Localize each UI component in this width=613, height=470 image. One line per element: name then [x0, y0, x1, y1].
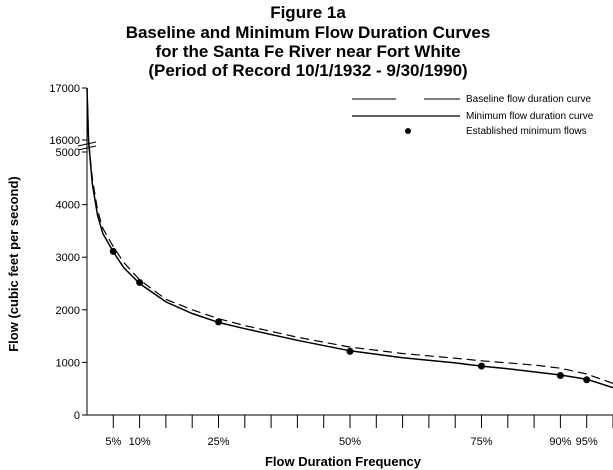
x-tick-label: 25% — [207, 436, 229, 448]
y-axis-label: Flow (cubic feet per second) — [6, 176, 21, 352]
x-axis-label: Flow Duration Frequency — [265, 454, 422, 469]
x-tick-label: 5% — [105, 436, 121, 448]
established-minimum-flow-point — [215, 318, 222, 326]
title-line-1: Figure 1a — [270, 3, 346, 22]
established-minimum-flow-point — [583, 376, 591, 384]
axis-break-mark-lower — [77, 145, 97, 151]
x-tick-label: 90% — [549, 436, 571, 448]
axis-break-mark-upper — [77, 141, 97, 147]
established-minimum-flow-point — [346, 347, 354, 355]
x-tick-label: 75% — [470, 436, 492, 448]
legend-baseline-label: Baseline flow duration curve — [466, 94, 592, 105]
y-tick-label: 1000 — [56, 357, 80, 369]
y-tick-label: 17000 — [49, 83, 80, 95]
x-tick-label: 50% — [339, 436, 361, 448]
axes — [77, 88, 613, 416]
baseline-flow-curve — [86, 87, 613, 384]
x-tick-label: 95% — [576, 436, 598, 448]
series-lines — [86, 87, 613, 389]
established-minimum-flow-point — [478, 362, 485, 370]
y-tick-label: 0 — [74, 410, 80, 422]
y-tick-label: 5000 — [56, 147, 80, 159]
established-minimum-flow-markers — [109, 247, 591, 384]
title-line-2: Baseline and Minimum Flow Duration Curve… — [126, 23, 491, 42]
minimum-flow-curve — [86, 87, 613, 389]
chart-title: Figure 1a Baseline and Minimum Flow Dura… — [126, 3, 491, 80]
legend: Baseline flow duration curve Minimum flo… — [352, 94, 594, 137]
y-tick-label: 2000 — [56, 305, 80, 317]
legend-established-marker — [405, 128, 411, 134]
legend-established-label: Established minimum flows — [466, 126, 587, 137]
title-line-4: (Period of Record 10/1/1932 - 9/30/1990) — [148, 61, 467, 80]
established-minimum-flow-point — [109, 247, 117, 255]
x-tick-label: 10% — [129, 436, 151, 448]
title-line-3: for the Santa Fe River near Fort White — [155, 42, 460, 61]
legend-minimum-label: Minimum flow duration curve — [466, 111, 594, 122]
established-minimum-flow-point — [136, 278, 144, 286]
y-tick-label: 16000 — [49, 135, 80, 147]
y-tick-label: 3000 — [56, 252, 80, 264]
y-tick-label: 4000 — [56, 200, 80, 212]
established-minimum-flow-point — [556, 372, 564, 380]
